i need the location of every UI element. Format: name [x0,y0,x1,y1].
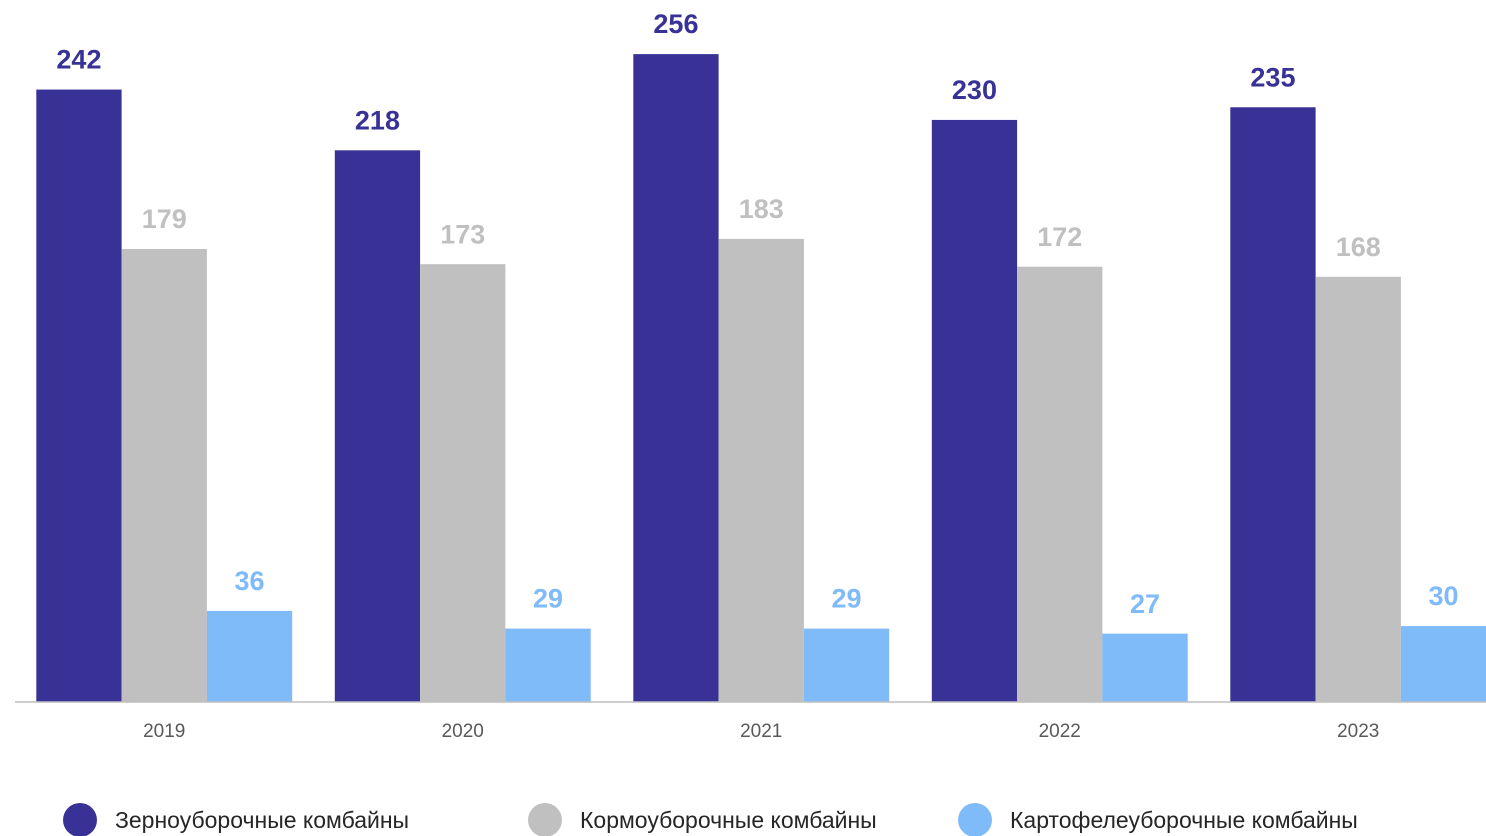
value-label: 29 [832,584,862,614]
value-label: 172 [1037,222,1082,252]
x-tick-label: 2022 [1039,721,1081,742]
bar [206,610,293,702]
legend-label: Кормоуборочные комбайны [580,807,877,833]
bar [1017,266,1103,702]
legend-marker [958,803,992,836]
value-label: 168 [1336,232,1381,262]
bar [36,89,122,703]
value-label: 36 [235,566,265,596]
value-label: 235 [1250,62,1295,92]
legend-marker [528,803,562,836]
bar [1230,107,1316,703]
bar [931,119,1018,702]
x-tick-label: 2020 [442,721,484,742]
value-label: 242 [56,45,101,75]
legend-marker [63,803,97,836]
bar [420,264,506,702]
value-label: 173 [440,219,485,249]
value-label: 256 [653,9,698,39]
bar [1102,633,1188,702]
value-label: 30 [1429,581,1459,611]
legend-label: Картофелеуборочные комбайны [1010,807,1358,833]
x-tick-label: 2019 [143,721,185,742]
bar [718,238,804,702]
x-tick-label: 2021 [740,721,782,742]
bar [1400,626,1486,702]
value-label: 27 [1130,589,1160,619]
value-label: 179 [142,204,187,234]
bar [803,628,890,702]
bar [633,54,719,703]
value-label: 218 [355,105,400,135]
value-label: 183 [739,194,784,224]
x-tick-label: 2023 [1337,721,1379,742]
value-label: 230 [952,75,997,105]
legend-label: Зерноуборочные комбайны [115,807,409,833]
bar [334,150,421,703]
bar [1315,276,1401,702]
bar [505,628,591,702]
value-label: 29 [533,584,563,614]
bar [121,248,207,702]
